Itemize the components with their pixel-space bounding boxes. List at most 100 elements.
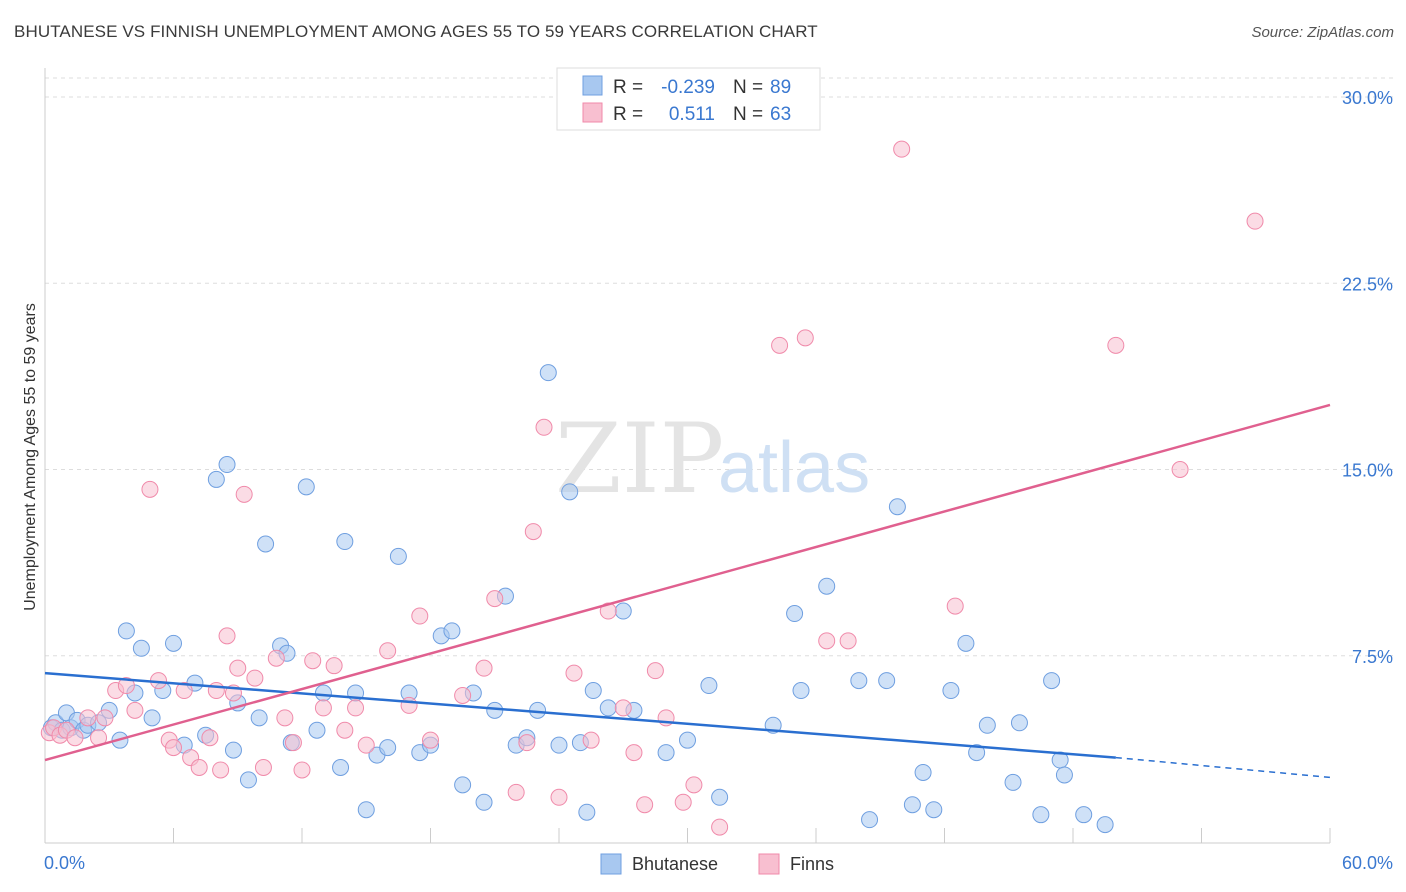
bhutanese-point-16	[165, 634, 182, 652]
bhutanese-point-69	[818, 577, 836, 595]
legend-r-label-2: R =	[613, 104, 643, 125]
finns-point-25	[246, 669, 264, 687]
finns-point-14	[165, 739, 182, 757]
bhutanese-point-64	[700, 677, 718, 695]
finns-point-17	[190, 759, 208, 776]
series-finns	[40, 140, 1264, 836]
bhutanese-point-74	[903, 796, 921, 814]
finns-point-34	[336, 721, 354, 739]
bhutanese-point-83	[1032, 806, 1050, 824]
finns-point-30	[293, 761, 311, 779]
finns-point-31	[304, 652, 322, 670]
bhutanese-point-71	[861, 811, 879, 829]
finns-point-5	[79, 709, 97, 727]
bhutanese-point-72	[878, 672, 896, 690]
y-tick-label-3: 30.0%	[1342, 88, 1393, 108]
finns-point-68	[1246, 212, 1264, 230]
watermark-atlas: atlas	[718, 428, 870, 508]
legend-r-value-2: 0.511	[669, 104, 715, 125]
legend-n-label-2: N =	[733, 104, 763, 125]
bhutanese-point-78	[957, 634, 975, 652]
bhutanese-point-79	[968, 744, 986, 762]
finns-point-23	[229, 659, 247, 677]
finns-point-46	[524, 523, 542, 541]
bhutanese-point-31	[308, 721, 326, 739]
finns-point-59	[711, 818, 729, 836]
finns-point-29	[284, 734, 302, 752]
finns-point-54	[636, 796, 654, 814]
source-label: Source: ZipAtlas.com	[1251, 24, 1394, 41]
chart-title: BHUTANESE VS FINNISH UNEMPLOYMENT AMONG …	[14, 22, 818, 41]
bhutanese-point-25	[250, 709, 268, 727]
y-tick-label-2: 22.5%	[1342, 274, 1393, 294]
bhutanese-point-20	[207, 470, 225, 488]
bhutanese-point-38	[379, 739, 397, 757]
finns-point-33	[325, 657, 343, 675]
bhutanese-point-75	[914, 763, 932, 781]
bhutanese-point-59	[599, 699, 617, 717]
bhutanese-point-88	[1096, 816, 1114, 834]
bhutanese-point-32	[314, 684, 332, 702]
finns-point-44	[507, 783, 525, 801]
bhutanese-point-80	[978, 716, 996, 734]
x-tick-labels: 0.0% 60.0%	[44, 853, 1393, 873]
legend-r-label-1: R =	[613, 77, 643, 98]
finns-point-49	[565, 664, 583, 682]
bhutanese-point-21	[218, 456, 236, 474]
legend-n-value-2: 63	[770, 104, 791, 125]
bhutanese-point-11	[117, 622, 135, 640]
y-tick-label-1: 15.0%	[1342, 461, 1393, 481]
finns-point-37	[379, 642, 397, 660]
legend-bhutanese-swatch	[600, 853, 622, 875]
finns-point-63	[839, 632, 857, 650]
finns-point-39	[411, 607, 429, 625]
y-axis-label: Unemployment Among Ages 55 to 59 years	[22, 303, 39, 611]
correlation-legend: R = -0.239 N = 89 R = 0.511 N = 63	[556, 67, 821, 131]
bhutanese-point-24	[239, 771, 257, 789]
bhutanese-point-57	[578, 803, 596, 821]
bhutanese-point-68	[792, 682, 810, 700]
bhutanese-point-70	[850, 672, 868, 690]
finns-point-24	[235, 485, 253, 503]
legend-finns-swatch	[758, 853, 780, 875]
finns-point-19	[207, 682, 225, 700]
finns-point-60	[771, 336, 789, 354]
finns-point-18	[201, 729, 219, 747]
finns-point-62	[818, 632, 836, 650]
bhutanese-point-73	[888, 498, 906, 516]
finns-point-10	[126, 701, 144, 719]
finns-point-50	[582, 731, 600, 749]
finns-point-27	[267, 649, 285, 667]
bhutanese-point-58	[584, 682, 602, 700]
bhutanese-point-26	[257, 535, 275, 553]
finns-point-43	[486, 590, 504, 608]
finns-point-20	[212, 761, 230, 779]
finns-point-32	[314, 699, 332, 717]
bhutanese-point-87	[1075, 806, 1093, 824]
finns-trend-line	[44, 403, 1331, 762]
watermark-zip: ZIP	[555, 403, 724, 515]
finns-point-4	[66, 729, 84, 747]
bhutanese-point-63	[679, 731, 696, 749]
finns-point-42	[475, 659, 493, 677]
x-tick-label-min: 0.0%	[44, 853, 85, 873]
finns-point-48	[550, 788, 568, 806]
bhutanese-point-34	[336, 533, 354, 551]
finns-point-53	[625, 744, 643, 762]
finns-point-11	[141, 480, 159, 498]
series-legend: Bhutanese Finns	[600, 853, 834, 875]
finns-point-65	[946, 597, 964, 615]
finns-point-66	[1107, 336, 1125, 354]
bhutanese-point-39	[389, 547, 407, 565]
bhutanese-point-48	[486, 701, 504, 719]
finns-point-57	[674, 793, 692, 811]
bhutanese-trend-line	[44, 671, 1116, 759]
finns-point-55	[646, 662, 664, 680]
bhutanese-point-14	[143, 709, 161, 727]
legend-swatch-blue	[582, 75, 603, 96]
legend-n-label-1: N =	[733, 77, 763, 98]
legend-finns-label: Finns	[790, 854, 834, 874]
finns-point-41	[454, 686, 472, 704]
finns-point-64	[893, 140, 911, 158]
